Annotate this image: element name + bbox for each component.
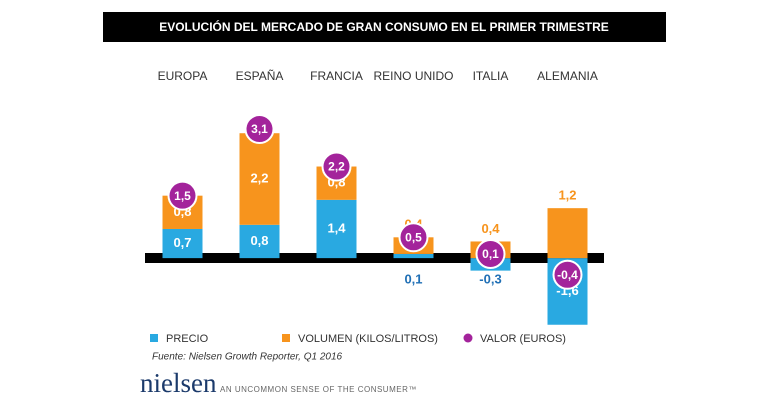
value-label: 0,4 bbox=[481, 221, 500, 236]
chart-title: EVOLUCIÓN DEL MERCADO DE GRAN CONSUMO EN… bbox=[159, 19, 609, 34]
value-bubble bbox=[244, 114, 275, 145]
category-label: EUROPA bbox=[158, 69, 208, 83]
tagline: AN UNCOMMON SENSE OF THE CONSUMER™ bbox=[220, 385, 417, 394]
value-label: 1,4 bbox=[327, 220, 346, 235]
bar-segment bbox=[162, 228, 203, 259]
value-label: 2,2 bbox=[328, 160, 345, 174]
value-label: 3,1 bbox=[251, 122, 268, 136]
logo: nielsen bbox=[140, 368, 217, 398]
legend-label: VOLUMEN (KILOS/LITROS) bbox=[298, 333, 438, 345]
value-label: 0,7 bbox=[173, 235, 191, 250]
category-label: ITALIA bbox=[473, 69, 509, 83]
category-label: FRANCIA bbox=[310, 69, 363, 83]
title-bar bbox=[103, 12, 666, 42]
value-label: -0,3 bbox=[479, 272, 501, 287]
baseline bbox=[145, 253, 604, 263]
value-label: 0,1 bbox=[482, 247, 499, 261]
legend-label: VALOR (EUROS) bbox=[480, 333, 566, 345]
legend-marker bbox=[150, 334, 158, 342]
value-label: 1,2 bbox=[558, 188, 576, 203]
legend-label: PRECIO bbox=[166, 333, 209, 345]
value-label: -0,4 bbox=[557, 268, 578, 282]
value-bubble bbox=[321, 151, 352, 182]
value-label: 2,2 bbox=[250, 170, 268, 185]
category-label: REINO UNIDO bbox=[373, 69, 453, 83]
bar-segment bbox=[393, 253, 434, 259]
value-bubble bbox=[552, 259, 583, 290]
value-bubble bbox=[398, 222, 429, 253]
bar-segment bbox=[316, 199, 357, 259]
bar-segment bbox=[547, 208, 588, 259]
value-bubble bbox=[475, 238, 506, 269]
legend-marker bbox=[463, 333, 473, 343]
category-label: ESPAÑA bbox=[236, 69, 284, 83]
source: Fuente: Nielsen Growth Reporter, Q1 2016 bbox=[152, 352, 343, 363]
value-label: 1,5 bbox=[174, 189, 191, 203]
value-label: 0,5 bbox=[405, 230, 422, 244]
value-label: 0,1 bbox=[404, 272, 422, 287]
category-label: ALEMANIA bbox=[537, 69, 598, 83]
bar-segment bbox=[239, 224, 280, 259]
value-label: 0,8 bbox=[250, 233, 268, 248]
value-bubble bbox=[167, 180, 198, 211]
bar-segment bbox=[239, 133, 280, 225]
legend-marker bbox=[282, 334, 290, 342]
